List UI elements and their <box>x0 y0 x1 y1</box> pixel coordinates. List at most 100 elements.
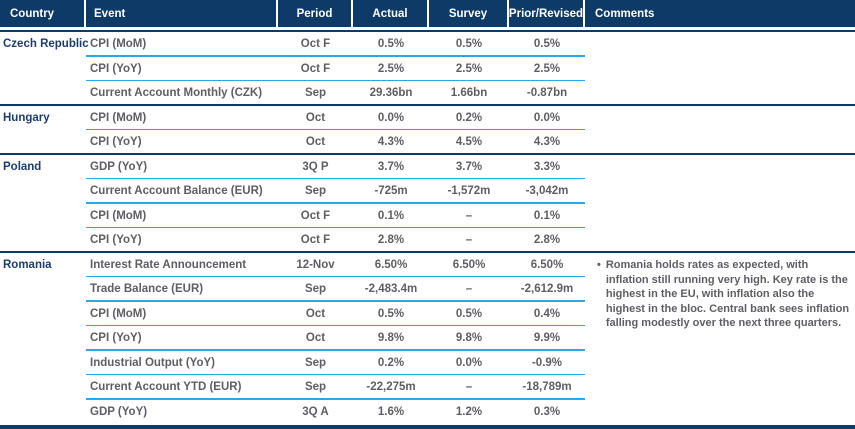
survey-value: 0.5% <box>455 307 483 320</box>
country-label: Hungary <box>3 111 50 124</box>
header-actual: Actual <box>353 0 429 27</box>
prior-value: -0.9% <box>531 356 563 369</box>
actual-value: 0.2% <box>377 356 405 369</box>
prior-value: -18,789m <box>522 381 572 394</box>
row-separator <box>86 79 585 81</box>
event-label: Industrial Output (YoY) <box>90 356 215 369</box>
event-label: Trade Balance (EUR) <box>90 283 204 296</box>
period-value: 3Q P <box>302 160 329 173</box>
table-row: Czech Republic CPI (MoM) Oct F 0.5% 0.5%… <box>0 32 855 57</box>
country-label: Czech Republic <box>3 38 89 51</box>
table-row: Hungary CPI (MoM) Oct 0.0% 0.2% 0.0% <box>0 106 855 130</box>
survey-value: 4.5% <box>455 136 483 149</box>
table-row: Industrial Output (YoY) Sep 0.2% 0.0% -0… <box>0 351 855 375</box>
event-label: Current Account Monthly (CZK) <box>90 87 263 100</box>
survey-value: – <box>465 283 473 296</box>
period-value: Sep <box>304 87 327 100</box>
survey-value: – <box>465 209 473 222</box>
table-row: Trade Balance (EUR) Sep -2,483.4m – -2,6… <box>0 277 855 302</box>
prior-value: 6.50% <box>530 258 564 271</box>
header-survey: Survey <box>429 0 509 27</box>
country-label: Poland <box>3 160 42 173</box>
event-label: CPI (MoM) <box>90 209 147 222</box>
survey-value: 0.0% <box>455 356 483 369</box>
table-bottom-border <box>0 425 855 429</box>
prior-value: 3.3% <box>533 160 561 173</box>
row-separator <box>86 202 585 204</box>
actual-value: 2.5% <box>377 62 405 75</box>
header-gap <box>0 27 855 30</box>
actual-value: 29.36bn <box>369 87 413 100</box>
table-row: Current Account YTD (EUR) Sep -22,275m –… <box>0 375 855 400</box>
header-event: Event <box>86 0 278 27</box>
survey-value: 9.8% <box>455 332 483 345</box>
table-row: Current Account Balance (EUR) Sep -725m … <box>0 179 855 204</box>
row-separator <box>86 373 585 375</box>
country-label: Romania <box>3 258 52 271</box>
actual-value: -22,275m <box>366 381 416 394</box>
survey-value: 1.66bn <box>450 87 488 100</box>
table-row: CPI (YoY) Oct F 2.8% – 2.8% <box>0 228 855 253</box>
period-value: 3Q A <box>302 405 329 418</box>
actual-value: 4.3% <box>377 136 405 149</box>
prior-value: 4.3% <box>533 136 561 149</box>
actual-value: 2.8% <box>377 234 405 247</box>
prior-value: 2.5% <box>533 62 561 75</box>
prior-value: 9.9% <box>533 332 561 345</box>
table-row: CPI (YoY) Oct F 2.5% 2.5% 2.5% <box>0 57 855 81</box>
actual-value: 1.6% <box>377 405 405 418</box>
row-separator <box>86 177 585 179</box>
table-row: Current Account Monthly (CZK) Sep 29.36b… <box>0 81 855 106</box>
period-value: Oct F <box>300 38 331 51</box>
event-label: Current Account YTD (EUR) <box>90 381 242 394</box>
prior-value: 2.8% <box>533 234 561 247</box>
period-value: 12-Nov <box>296 258 335 271</box>
prior-value: -0.87bn <box>526 87 568 100</box>
row-separator <box>86 55 585 57</box>
header-comments: Comments <box>595 7 655 20</box>
prior-value: -3,042m <box>525 185 569 198</box>
row-separator <box>86 128 585 130</box>
row-separator <box>86 398 585 400</box>
survey-value: – <box>465 234 473 247</box>
table-row: Romania Interest Rate Announcement 12-No… <box>0 253 855 277</box>
row-separator <box>86 226 585 228</box>
event-label: CPI (MoM) <box>90 38 147 51</box>
period-value: Oct F <box>300 234 331 247</box>
period-value: Sep <box>304 283 327 296</box>
header-country: Country <box>0 0 86 27</box>
row-separator <box>86 300 585 302</box>
event-label: CPI (YoY) <box>90 234 142 247</box>
group-separator <box>0 152 855 155</box>
survey-value: 2.5% <box>455 62 483 75</box>
prior-value: 0.4% <box>533 307 561 320</box>
survey-value: 6.50% <box>452 258 486 271</box>
period-value: Oct <box>305 111 326 124</box>
header-prior-revised: Prior/Revised <box>509 0 585 27</box>
event-label: GDP (YoY) <box>90 405 148 418</box>
row-separator <box>86 275 585 277</box>
romania-comment: • Romania holds rates as expected, with … <box>597 258 850 331</box>
period-value: Oct F <box>300 62 331 75</box>
prior-value: 0.5% <box>533 38 561 51</box>
survey-value: 3.7% <box>455 160 483 173</box>
event-label: CPI (YoY) <box>90 332 142 345</box>
prior-value: 0.1% <box>533 209 561 222</box>
prior-value: 0.3% <box>533 405 561 418</box>
period-value: Sep <box>304 185 327 198</box>
period-value: Oct <box>305 332 326 345</box>
actual-value: 0.1% <box>377 209 405 222</box>
actual-value: 0.5% <box>377 307 405 320</box>
event-label: CPI (MoM) <box>90 111 147 124</box>
comment-text: Romania holds rates as expected, with in… <box>605 259 850 329</box>
prior-value: 0.0% <box>533 111 561 124</box>
table-row: CPI (MoM) Oct 0.5% 0.5% 0.4% <box>0 302 855 326</box>
table-row: CPI (YoY) Oct 9.8% 9.8% 9.9% <box>0 326 855 351</box>
header-period: Period <box>278 0 353 27</box>
header-underline <box>0 30 855 32</box>
survey-value: 1.2% <box>455 405 483 418</box>
period-value: Oct F <box>300 209 331 222</box>
survey-value: 0.5% <box>455 38 483 51</box>
survey-value: -1,572m <box>447 185 491 198</box>
